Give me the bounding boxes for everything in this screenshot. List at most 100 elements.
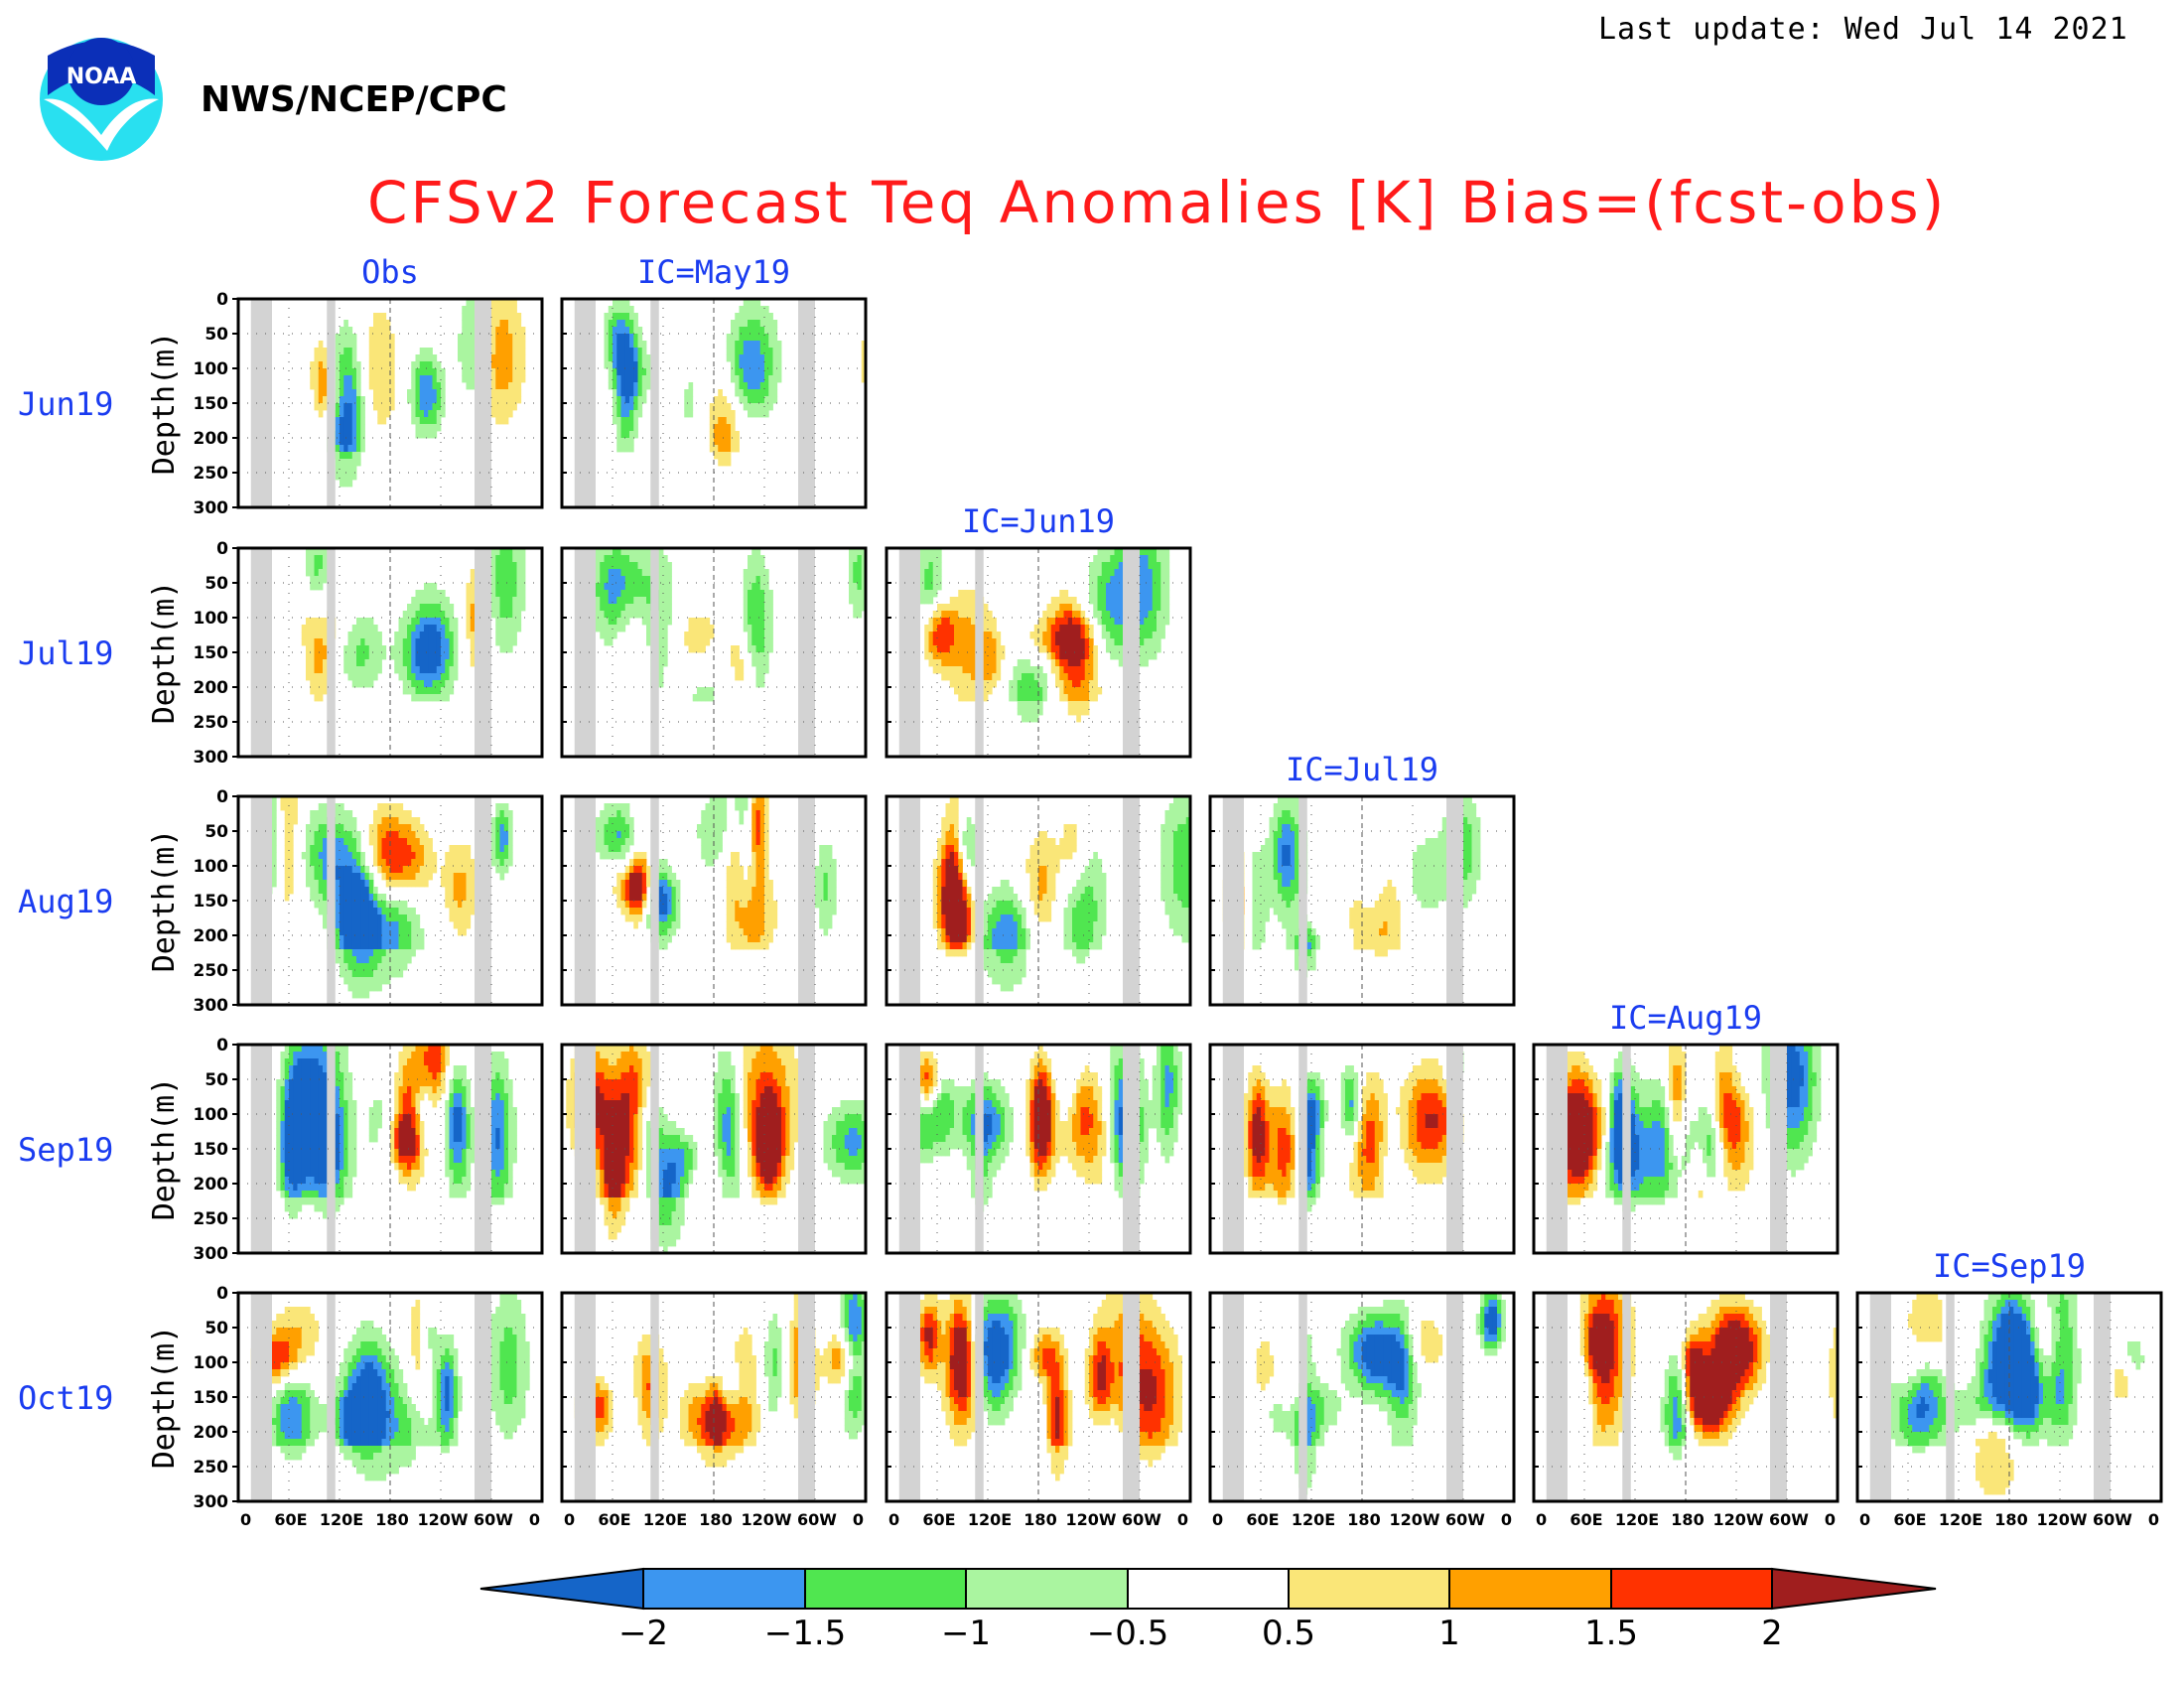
y-axis-label: Depth(m) bbox=[147, 1326, 182, 1470]
noaa-logo: NOAA bbox=[38, 36, 165, 163]
panel-Sep19-obs: 0 50 100 150 200 250 300 Depth(m) Sep19 bbox=[18, 1036, 544, 1264]
y-tick-label: 200 bbox=[194, 1423, 229, 1443]
x-tick-label: 120W bbox=[741, 1510, 791, 1529]
svg-text:NOAA: NOAA bbox=[67, 65, 137, 89]
x-tick-label: 60E bbox=[1570, 1510, 1602, 1529]
x-tick-label: 0 bbox=[1536, 1510, 1547, 1529]
y-tick-label: 250 bbox=[194, 1458, 229, 1477]
panel-Sep19-ic3 bbox=[1208, 1043, 1516, 1255]
x-tick-label: 0 bbox=[564, 1510, 575, 1529]
x-tick-label: 120E bbox=[643, 1510, 687, 1529]
x-tick-label: 180 bbox=[1347, 1510, 1380, 1529]
x-tick-label: 60W bbox=[2093, 1510, 2132, 1529]
panel-Sep19-ic2 bbox=[885, 1043, 1192, 1255]
y-tick-label: 250 bbox=[194, 713, 229, 733]
y-axis-label: Depth(m) bbox=[147, 332, 182, 476]
panel-Jul19-ic1 bbox=[560, 546, 868, 759]
panel-Aug19-obs: 0 50 100 150 200 250 300 Depth(m) Aug19 bbox=[18, 787, 544, 1016]
x-tick-label: 120W bbox=[2036, 1510, 2087, 1529]
y-tick-label: 0 bbox=[216, 290, 228, 310]
y-tick-label: 200 bbox=[194, 429, 229, 449]
panel-Oct19-obs: 0 50 100 150 200 250 300 Depth(m) Oct19 0 60E 120E 1… bbox=[18, 1284, 544, 1529]
y-tick-label: 100 bbox=[194, 359, 229, 379]
row-label: Oct19 bbox=[18, 1379, 113, 1417]
x-tick-label: 60E bbox=[274, 1510, 307, 1529]
panel-Aug19-ic3: IC=Jul19 bbox=[1208, 751, 1516, 1007]
panel-Oct19-ic3: 0 60E 120E 180 120W 60W 0 bbox=[1208, 1291, 1516, 1529]
x-tick-label: 120E bbox=[1292, 1510, 1335, 1529]
panel-Sep19-ic1 bbox=[560, 1043, 868, 1255]
y-tick-label: 50 bbox=[205, 1319, 228, 1338]
x-tick-label: 120W bbox=[1065, 1510, 1116, 1529]
y-tick-label: 150 bbox=[194, 1388, 229, 1408]
x-tick-label: 0 bbox=[853, 1510, 864, 1529]
y-tick-label: 200 bbox=[194, 678, 229, 698]
x-tick-label: 60W bbox=[797, 1510, 837, 1529]
panel-Oct19-ic1: 0 60E 120E 180 120W 60W 0 bbox=[560, 1291, 868, 1529]
y-tick-label: 300 bbox=[194, 498, 229, 518]
x-tick-label: 60W bbox=[474, 1510, 513, 1529]
panel-Oct19-ic4: 0 60E 120E 180 120W 60W 0 bbox=[1532, 1291, 1840, 1529]
row-label: Jul19 bbox=[18, 634, 113, 672]
x-tick-label: 0 bbox=[1212, 1510, 1223, 1529]
y-tick-label: 50 bbox=[205, 822, 228, 842]
y-tick-label: 100 bbox=[194, 857, 229, 877]
x-tick-label: 0 bbox=[1177, 1510, 1188, 1529]
y-tick-label: 100 bbox=[194, 1105, 229, 1125]
y-tick-label: 250 bbox=[194, 1209, 229, 1229]
column-title: IC=Jun19 bbox=[962, 502, 1115, 540]
x-tick-label: 0 bbox=[2148, 1510, 2159, 1529]
x-tick-label: 180 bbox=[375, 1510, 408, 1529]
panel-Jul19-ic2: IC=Jun19 bbox=[885, 502, 1192, 759]
y-tick-label: 150 bbox=[194, 643, 229, 663]
panel-Jun19-obs: 0 50 100 150 200 250 300 Depth(m) Jun19 Obs bbox=[18, 253, 544, 518]
y-tick-label: 0 bbox=[216, 787, 228, 807]
y-axis-label: Depth(m) bbox=[147, 1077, 182, 1221]
x-tick-label: 0 bbox=[1825, 1510, 1836, 1529]
x-tick-label: 0 bbox=[1501, 1510, 1512, 1529]
panel-Aug19-ic2 bbox=[885, 794, 1192, 1007]
x-tick-label: 0 bbox=[240, 1510, 251, 1529]
last-update-text: Last update: Wed Jul 14 2021 bbox=[1598, 12, 2128, 47]
x-tick-label: 180 bbox=[1671, 1510, 1704, 1529]
y-tick-label: 50 bbox=[205, 1070, 228, 1090]
column-title: IC=May19 bbox=[637, 253, 790, 291]
y-tick-label: 50 bbox=[205, 325, 228, 345]
x-tick-label: 0 bbox=[888, 1510, 899, 1529]
y-tick-label: 250 bbox=[194, 961, 229, 981]
x-tick-label: 120W bbox=[1389, 1510, 1439, 1529]
x-tick-label: 60W bbox=[1769, 1510, 1809, 1529]
column-title: IC=Sep19 bbox=[1933, 1247, 2086, 1285]
x-tick-label: 60E bbox=[1246, 1510, 1279, 1529]
x-tick-label: 180 bbox=[699, 1510, 732, 1529]
y-tick-label: 300 bbox=[194, 996, 229, 1016]
x-tick-label: 180 bbox=[1994, 1510, 2027, 1529]
x-tick-label: 60E bbox=[1893, 1510, 1926, 1529]
x-tick-label: 0 bbox=[529, 1510, 540, 1529]
y-tick-label: 100 bbox=[194, 1353, 229, 1373]
panel-Sep19-ic4: IC=Aug19 bbox=[1532, 999, 1840, 1255]
chart-title: CFSv2 Forecast Teq Anomalies [K] Bias=(f… bbox=[367, 169, 1948, 236]
panel-Aug19-ic1 bbox=[560, 794, 868, 1007]
panel-Jun19-ic1: IC=May19 bbox=[560, 253, 868, 509]
x-tick-label: 180 bbox=[1024, 1510, 1056, 1529]
x-tick-label: 60E bbox=[598, 1510, 630, 1529]
column-title: Obs bbox=[361, 253, 419, 291]
y-tick-label: 150 bbox=[194, 1140, 229, 1160]
y-tick-label: 200 bbox=[194, 1175, 229, 1195]
y-axis-label: Depth(m) bbox=[147, 581, 182, 725]
panel-Oct19-ic5: IC=Sep19 0 60E 120E 180 120W 60W 0 bbox=[1855, 1247, 2163, 1529]
y-tick-label: 50 bbox=[205, 574, 228, 594]
y-tick-label: 150 bbox=[194, 394, 229, 414]
y-tick-label: 150 bbox=[194, 892, 229, 912]
panel-Oct19-ic2: 0 60E 120E 180 120W 60W 0 bbox=[885, 1291, 1192, 1529]
agency-label: NWS/NCEP/CPC bbox=[201, 79, 507, 120]
row-label: Jun19 bbox=[18, 385, 113, 423]
column-title: IC=Aug19 bbox=[1609, 999, 1762, 1037]
y-tick-label: 300 bbox=[194, 1244, 229, 1264]
y-tick-label: 0 bbox=[216, 1036, 228, 1055]
x-tick-label: 120E bbox=[320, 1510, 363, 1529]
y-tick-label: 300 bbox=[194, 748, 229, 768]
